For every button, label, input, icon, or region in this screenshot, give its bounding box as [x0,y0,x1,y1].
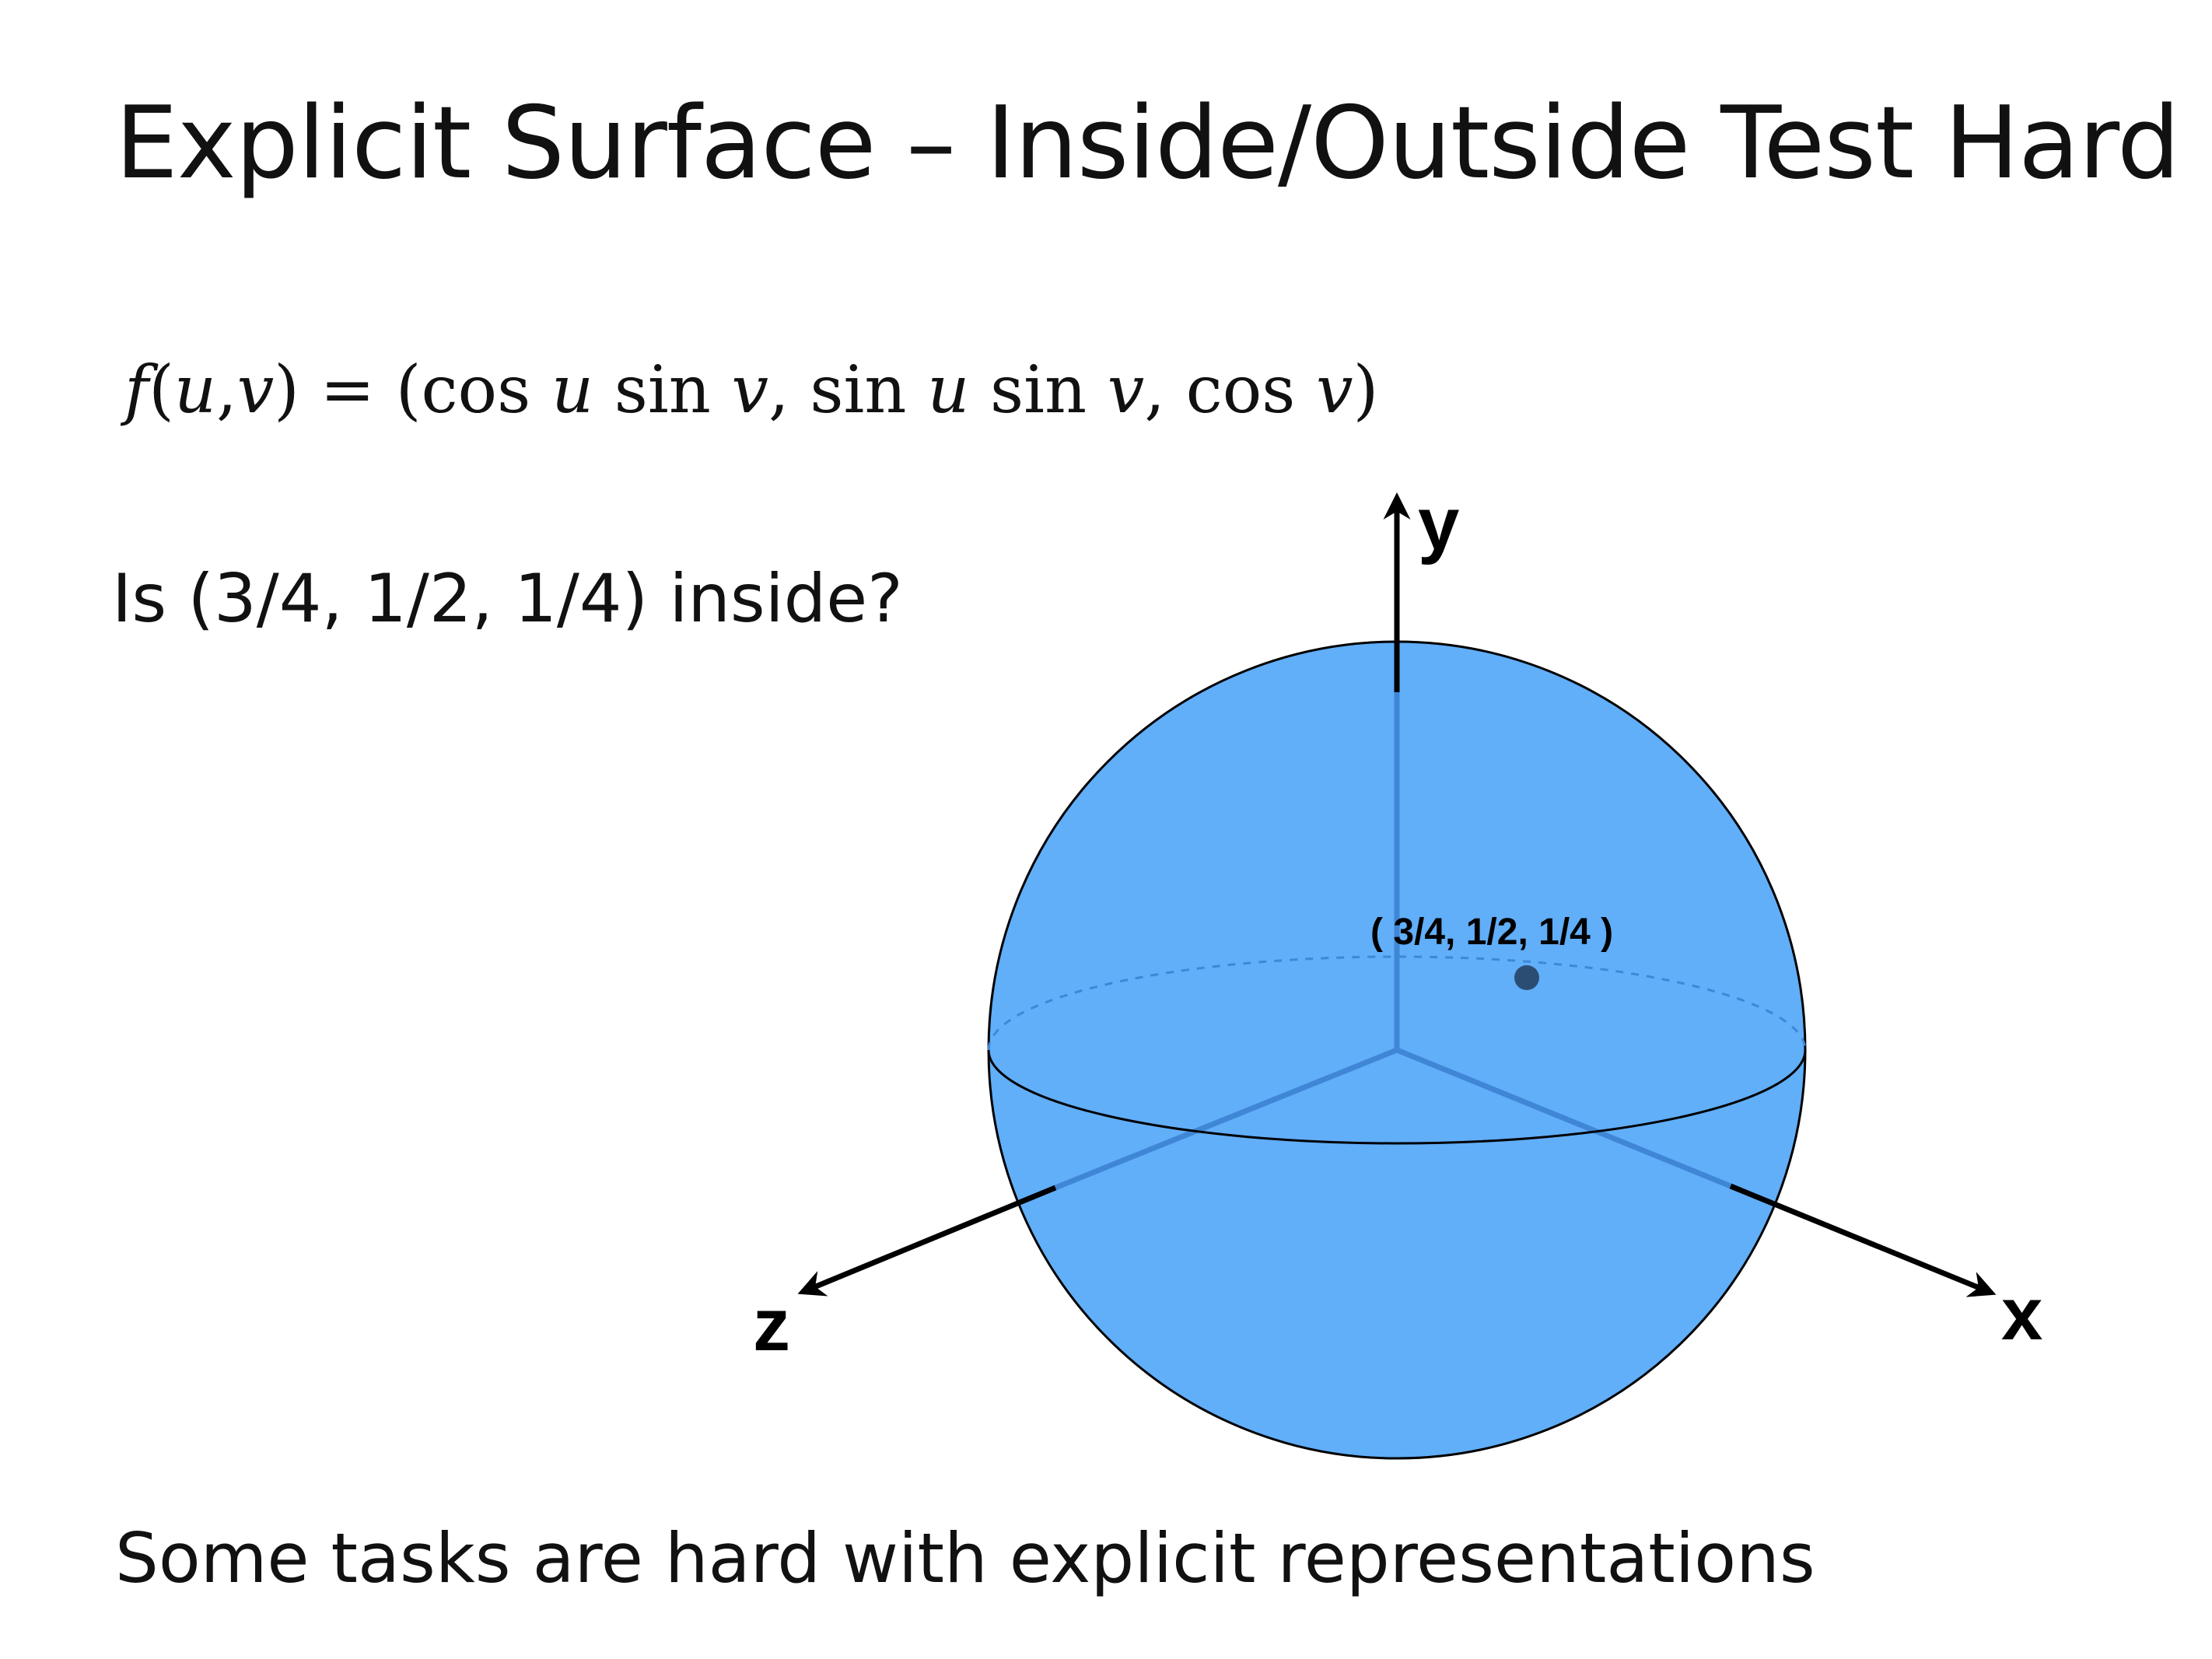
formula-paren: ) [1353,352,1379,428]
formula-f: f [124,352,149,428]
formula-sin: sin [614,352,711,428]
equator-front-arc [987,1049,1807,1145]
formula-comma: , [215,352,237,428]
footer-text: Some tasks are hard with explicit repres… [115,1518,1815,1598]
equator-back-arc [987,955,1807,1051]
formula-u: u [927,352,970,428]
formula-u: u [551,352,594,428]
z-axis-label: z [753,1283,790,1367]
z-axis [797,1185,1057,1297]
formula-u: u [173,352,216,428]
formula-sep: , [1144,352,1186,428]
formula-v: v [731,352,768,428]
x-axis [1729,1183,1997,1297]
slide-title: Explicit Surface – Inside/Outside Test H… [115,86,2180,201]
x-axis-inner [1395,1047,1732,1189]
formula-cos: cos [421,352,531,428]
formula-v: v [1316,352,1353,428]
question-text: Is (3/4, 1/2, 1/4) inside? [112,560,903,638]
point-label: ( 3/4, 1/2, 1/4 ) [1370,912,1613,953]
parametric-formula: f(u,v) = (cos u sin v, sin u sin v, cos … [124,352,1378,428]
formula-sin: sin [990,352,1087,428]
formula-sep: , [768,352,810,428]
formula-v: v [1107,352,1145,428]
formula-v: v [236,352,275,428]
y-axis-label: y [1418,482,1459,565]
formula-sin: sin [810,352,907,428]
z-axis-inner [1054,1047,1398,1191]
query-point [1514,965,1539,990]
formula-paren: ) [274,352,299,428]
formula-equals: = ( [299,352,422,428]
formula-cos: cos [1185,352,1296,428]
formula-paren: ( [149,352,174,428]
x-axis-label: x [2001,1272,2042,1356]
